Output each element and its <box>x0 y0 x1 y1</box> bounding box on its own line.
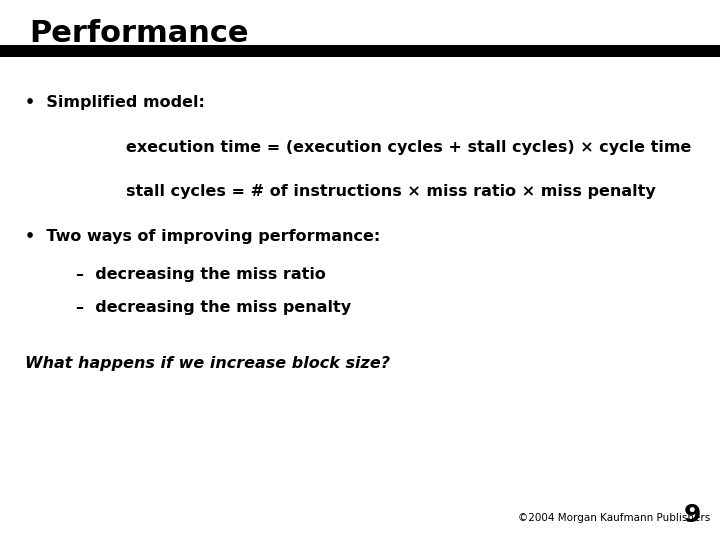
Text: Performance: Performance <box>29 19 248 48</box>
Text: •  Simplified model:: • Simplified model: <box>25 94 205 110</box>
FancyBboxPatch shape <box>0 45 720 57</box>
Text: –  decreasing the miss penalty: – decreasing the miss penalty <box>76 300 351 315</box>
Text: execution time = (execution cycles + stall cycles) × cycle time: execution time = (execution cycles + sta… <box>126 140 691 156</box>
Text: –  decreasing the miss ratio: – decreasing the miss ratio <box>76 267 325 282</box>
Text: stall cycles = # of instructions × miss ratio × miss penalty: stall cycles = # of instructions × miss … <box>126 184 656 199</box>
Text: ©2004 Morgan Kaufmann Publishers: ©2004 Morgan Kaufmann Publishers <box>518 512 711 523</box>
Text: •  Two ways of improving performance:: • Two ways of improving performance: <box>25 230 380 245</box>
Text: What happens if we increase block size?: What happens if we increase block size? <box>25 356 390 372</box>
Text: 9: 9 <box>684 503 701 526</box>
